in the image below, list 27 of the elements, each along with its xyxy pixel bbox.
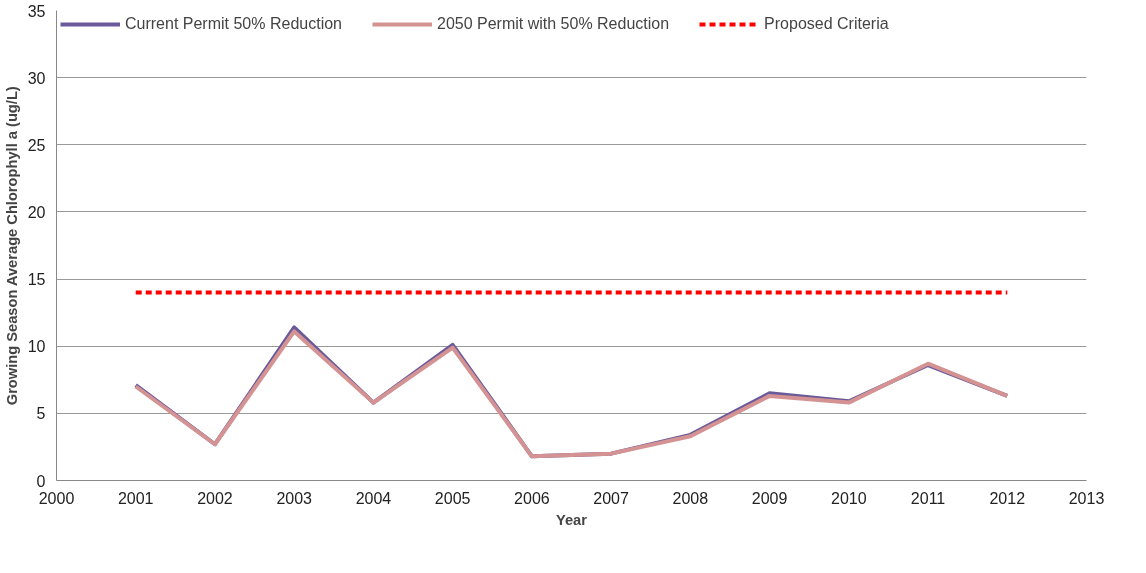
legend-label: Proposed Criteria — [764, 15, 889, 33]
x-tick-label: 2009 — [751, 489, 788, 507]
y-tick-label: 5 — [36, 405, 46, 423]
x-tick-label: 2010 — [831, 489, 867, 507]
x-tick-label: 2007 — [593, 489, 630, 507]
y-tick-label: 10 — [27, 338, 46, 356]
x-tick-label: 2008 — [672, 489, 709, 507]
y-tick-label: 35 — [27, 2, 46, 20]
legend-label: 2050 Permit with 50% Reduction — [436, 15, 670, 33]
x-tick-label: 2005 — [434, 489, 471, 507]
x-tick-label: 2000 — [38, 489, 75, 507]
x-tick-label: 2013 — [1068, 489, 1105, 507]
x-tick-label: 2006 — [514, 489, 550, 507]
x-tick-label: 2004 — [355, 489, 392, 507]
y-tick-label: 30 — [27, 69, 46, 87]
y-tick-label: 15 — [27, 271, 46, 289]
y-tick-label: 20 — [27, 203, 46, 221]
x-tick-label: 2002 — [197, 489, 233, 507]
x-axis-title: Year — [556, 511, 588, 528]
x-tick-label: 2012 — [989, 489, 1026, 507]
x-tick-label: 2003 — [276, 489, 313, 507]
legend-label: Current Permit 50% Reduction — [125, 15, 342, 33]
x-tick-label: 2001 — [117, 489, 154, 507]
y-axis-title: Growing Season Average Chlorophyll a (ug/L) — [3, 86, 20, 406]
x-tick-label: 2011 — [910, 489, 946, 507]
y-tick-label: 0 — [36, 472, 46, 490]
y-tick-label: 25 — [27, 136, 46, 154]
